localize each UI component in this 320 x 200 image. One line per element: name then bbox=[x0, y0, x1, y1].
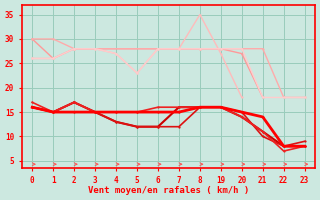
X-axis label: Vent moyen/en rafales ( km/h ): Vent moyen/en rafales ( km/h ) bbox=[88, 186, 249, 195]
